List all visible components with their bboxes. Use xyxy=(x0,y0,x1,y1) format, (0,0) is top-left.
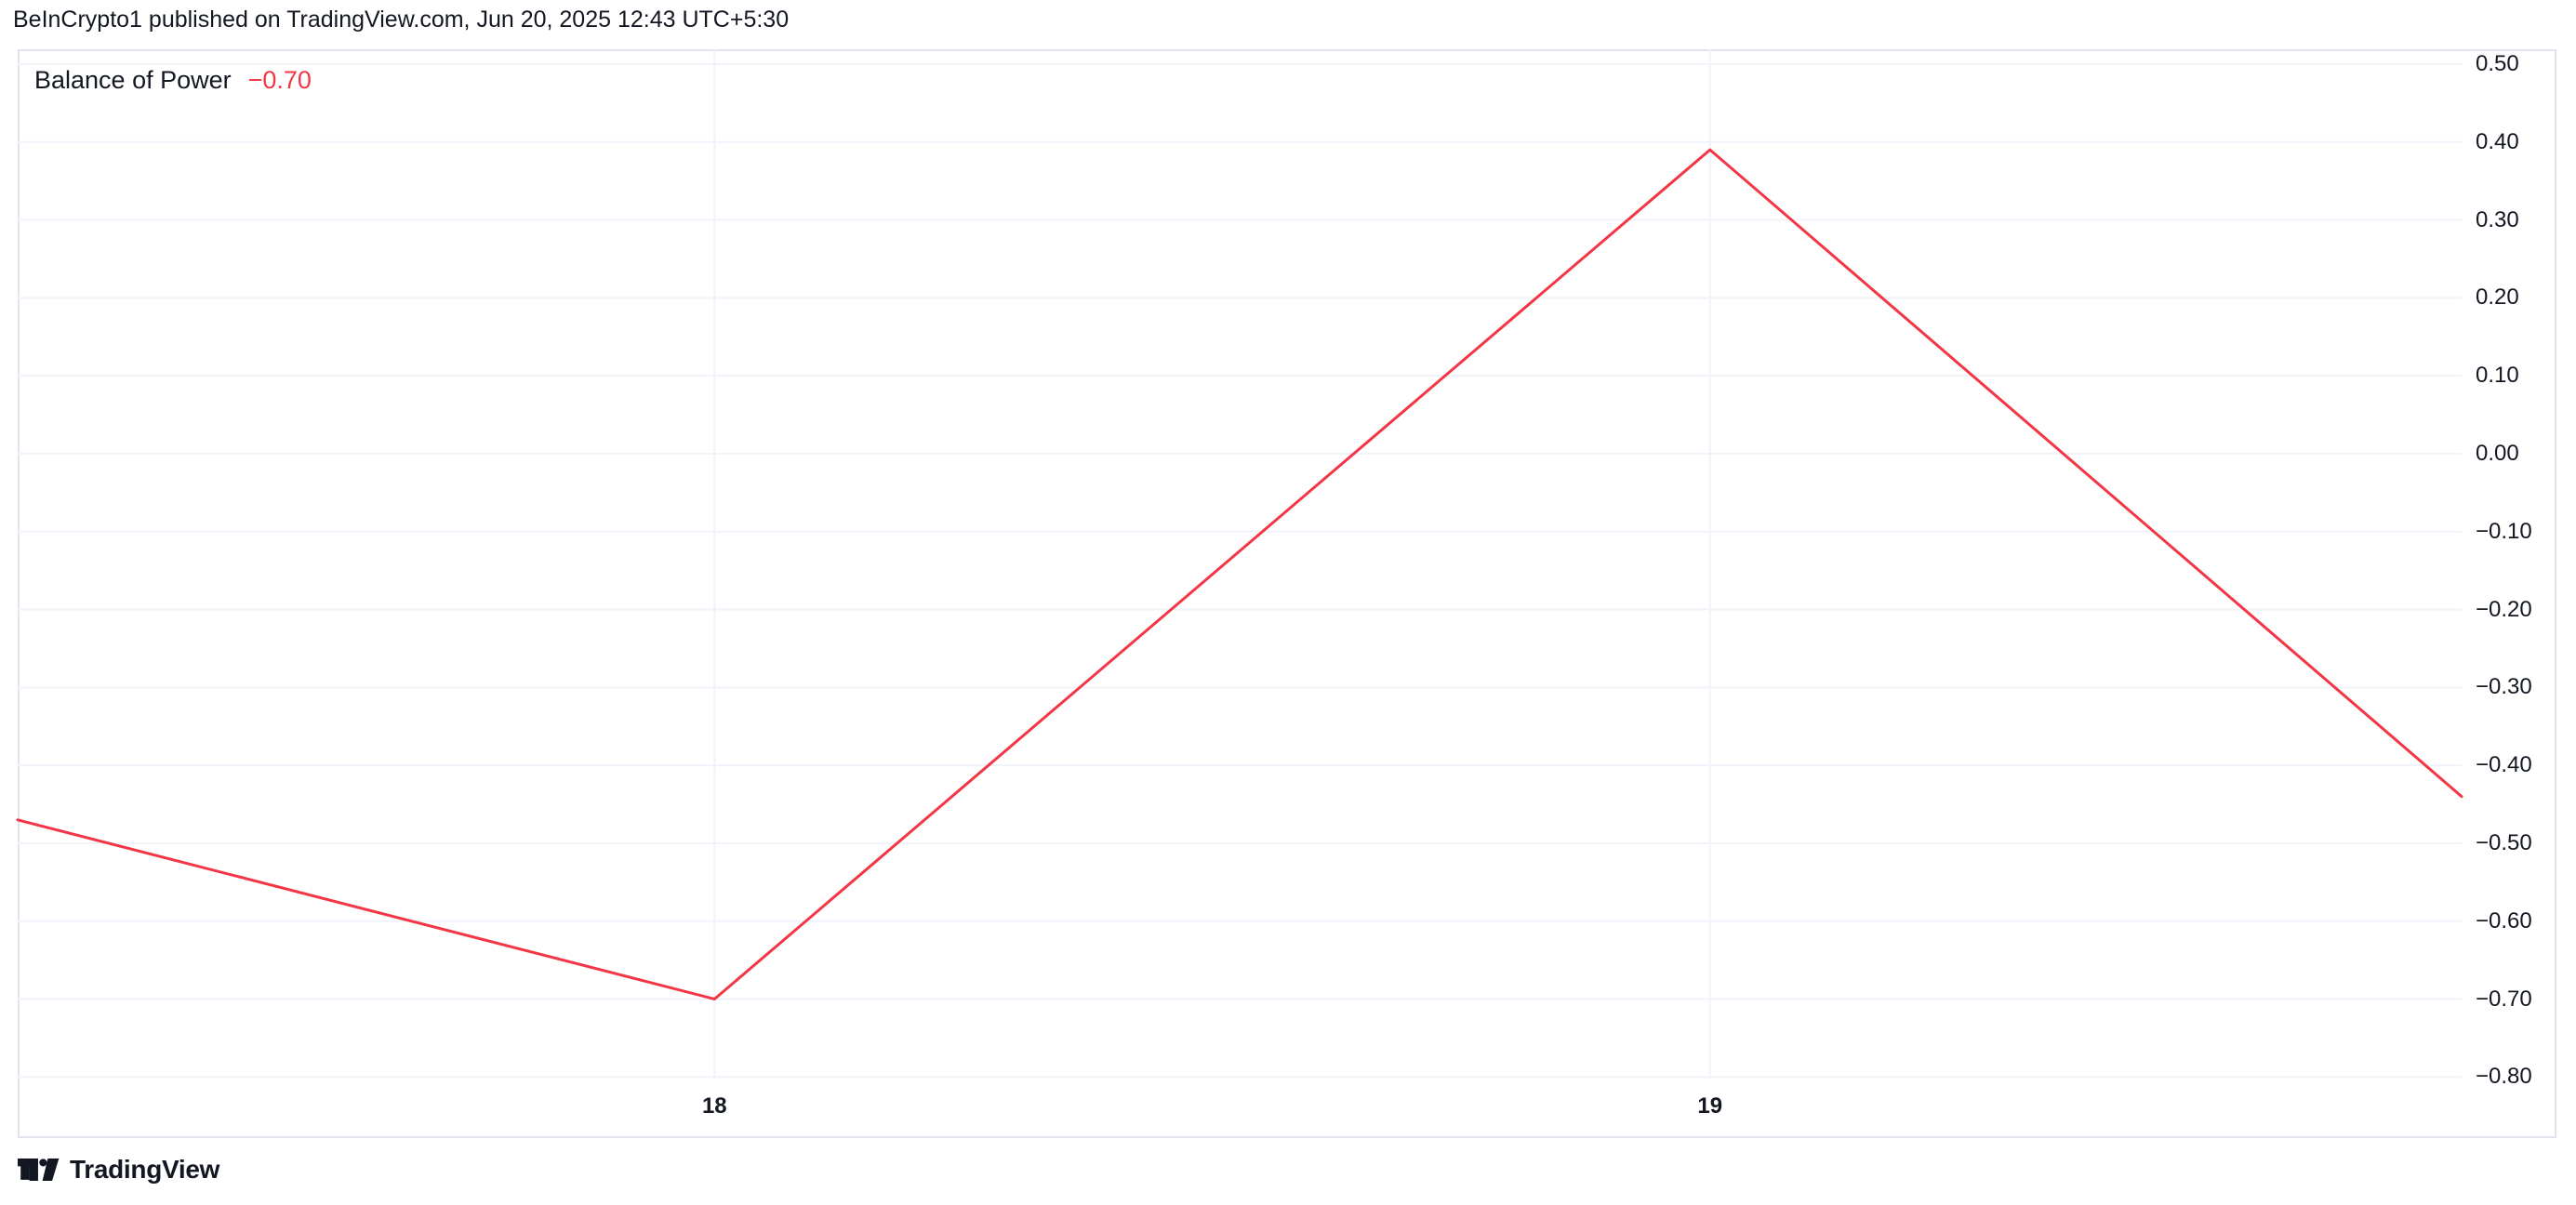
chart-panel-frame xyxy=(18,49,2556,1138)
indicator-value: −0.70 xyxy=(247,66,312,94)
tradingview-branding: TradingView xyxy=(18,1156,219,1184)
indicator-legend: Balance of Power −0.70 xyxy=(34,65,312,95)
tradingview-logo-text: TradingView xyxy=(70,1155,220,1184)
indicator-name: Balance of Power xyxy=(34,66,232,94)
tradingview-logo-icon xyxy=(18,1158,60,1181)
attribution-text: BeInCrypto1 published on TradingView.com… xyxy=(13,7,790,33)
